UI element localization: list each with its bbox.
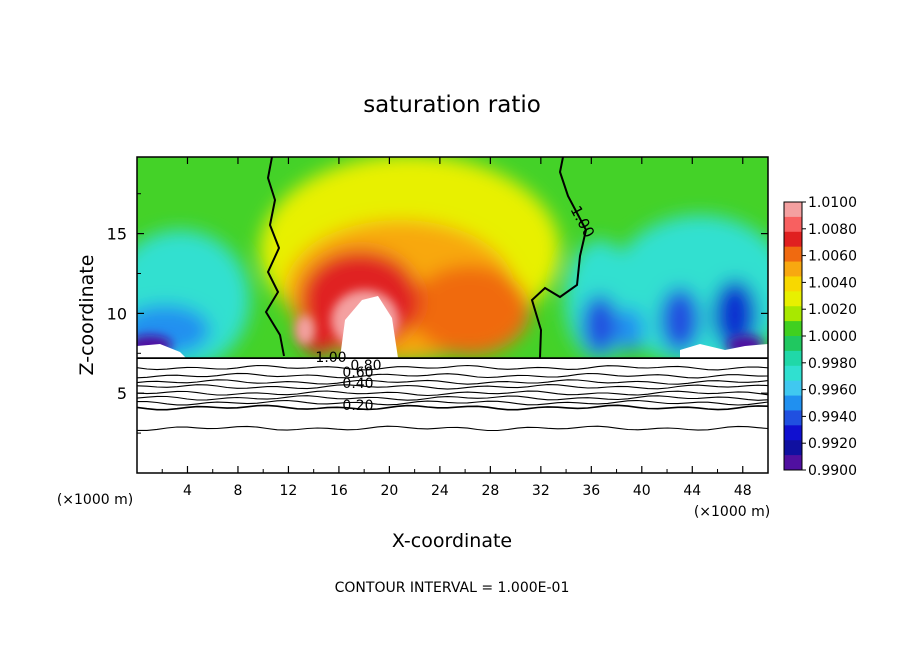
contour-line-lower [136,379,769,385]
contour-line-lower [136,390,769,397]
x-unit-right: (×1000 m) [694,504,770,520]
x-axis-label: X-coordinate [392,530,512,552]
colorbar-label: 1.0000 [808,329,857,345]
colorbar-swatch [784,425,802,441]
y-axis-label: Z-coordinate [76,255,98,376]
x-tick-label: 16 [330,483,348,499]
y-tick-label: 10 [107,304,127,323]
contour-label: 0.80 [350,358,381,374]
colorbar-swatch [784,350,802,367]
colorbar-label: 1.0080 [808,222,857,238]
colorbar-swatch [784,395,802,411]
contour-line-lower [136,364,769,371]
colorbar-swatch [784,306,802,322]
colorbar-swatch [784,321,802,337]
x-tick-label: 8 [233,483,242,499]
field-blob [713,280,757,350]
field-blob [660,288,700,352]
contour-line-lower [136,384,769,390]
colorbar-label: 0.9940 [808,409,857,425]
colorbar-label: 1.0040 [808,275,857,291]
colorbar-swatch [784,202,802,218]
x-tick-label: 12 [280,483,298,499]
field-blob [616,308,644,352]
colorbar-swatch [784,231,802,248]
contour-line-1-00-left [264,157,285,357]
colorbar-swatch [784,365,802,382]
clear-air-region [340,296,398,358]
clear-air-region [680,344,768,358]
y-tick-label: 5 [117,384,127,403]
colorbar-swatch [784,410,802,426]
colorbar-swatch [784,291,802,307]
x-tick-label: 40 [633,483,651,499]
x-unit-left: (×1000 m) [57,492,133,508]
colorbar-swatch [784,261,802,277]
field-blob [582,295,618,355]
saturation-field [137,157,768,358]
field-blob [410,265,530,355]
colorbar-swatch [784,276,802,292]
colorbar-label: 0.9960 [808,383,857,399]
x-tick-label: 28 [481,483,499,499]
colorbar-label: 1.0020 [808,302,857,318]
colorbar-label: 1.0100 [808,195,857,211]
colorbar-label: 1.0060 [808,249,857,265]
contour-line-lower [137,425,769,432]
chart-title: saturation ratio [363,92,541,118]
colorbar-label: 0.9920 [808,436,857,452]
contour-label: 0.40 [342,376,373,392]
contour-line-lower [136,404,769,411]
x-tick-label: 32 [532,483,550,499]
x-tick-label: 20 [380,483,398,499]
y-tick-label: 15 [107,225,127,244]
x-axis: 4 8 12 16 20 24 28 32 36 40 44 48 [161,157,752,499]
colorbar: 1.0100 1.0080 1.0060 1.0040 1.0020 1.0000 0.99… [783,195,857,479]
colorbar-swatch [784,246,802,263]
field-blob [295,315,315,345]
clear-air-region [137,344,186,358]
contour-line-lower [137,399,769,406]
x-tick-label: 4 [183,483,192,499]
x-tick-label: 24 [431,483,449,499]
colorbar-swatch [784,216,802,233]
colorbar-label: 0.9900 [808,463,857,479]
plot-frame [136,156,769,474]
colorbar-swatch [784,336,802,352]
contour-label: 0.20 [342,398,373,414]
contour-label: 1.00 [315,350,346,366]
contour-line-lower [136,395,769,401]
colorbar-swatch [784,380,802,397]
contour-interval-note: CONTOUR INTERVAL = 1.000E-01 [335,580,570,596]
contour-line-lower [136,372,769,379]
contour-line-1-00-right [530,157,588,358]
x-tick-label: 36 [582,483,600,499]
x-tick-label: 48 [734,483,752,499]
colorbar-swatch [784,440,802,456]
contour-lines-lower [136,357,769,432]
colorbar-swatch [784,455,802,471]
y-axis: 5 10 15 [107,193,768,434]
x-tick-label: 44 [683,483,701,499]
colorbar-label: 0.9980 [808,356,857,372]
contour-label: 0.60 [342,365,373,381]
